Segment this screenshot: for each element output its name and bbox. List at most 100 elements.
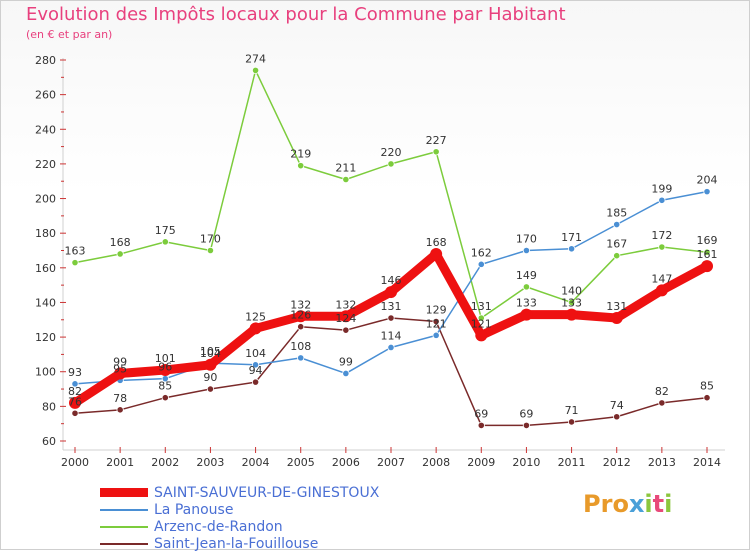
x-tick-label: 2012 — [603, 456, 631, 469]
data-point — [704, 395, 710, 401]
data-point — [566, 309, 578, 321]
data-point — [478, 422, 484, 428]
data-label: 219 — [290, 148, 311, 161]
data-point — [117, 251, 123, 257]
data-point — [523, 247, 529, 253]
y-tick-label: 120 — [35, 331, 56, 344]
data-label: 85 — [158, 380, 172, 393]
data-label: 71 — [565, 404, 579, 417]
data-label: 124 — [335, 312, 356, 325]
legend-swatch — [100, 488, 148, 497]
y-tick-label: 60 — [42, 435, 56, 448]
data-point — [475, 329, 487, 341]
data-point — [568, 419, 574, 425]
y-tick-label: 260 — [35, 89, 56, 102]
x-tick-label: 2007 — [377, 456, 405, 469]
data-label: 90 — [203, 371, 217, 384]
legend-item-arzenc-de-randon[interactable]: Arzenc-de-Randon — [100, 518, 379, 535]
data-point — [204, 359, 216, 371]
x-tick-label: 2014 — [693, 456, 721, 469]
data-point — [656, 284, 668, 296]
data-label: 105 — [200, 345, 221, 358]
data-label: 125 — [245, 310, 266, 323]
y-tick-label: 220 — [35, 158, 56, 171]
x-tick-label: 2011 — [558, 456, 586, 469]
data-point — [433, 332, 439, 338]
data-point — [117, 407, 123, 413]
legend-label: Arzenc-de-Randon — [154, 519, 283, 535]
data-label: 147 — [651, 272, 672, 285]
legend: SAINT-SAUVEUR-DE-GINESTOUX La Panouse Ar… — [100, 484, 379, 552]
data-point — [614, 414, 620, 420]
data-label: 94 — [249, 364, 263, 377]
data-label: 133 — [516, 297, 537, 310]
data-label: 76 — [68, 395, 82, 408]
data-point — [162, 395, 168, 401]
data-label: 211 — [335, 161, 356, 174]
data-label: 175 — [155, 224, 176, 237]
legend-swatch — [100, 526, 148, 528]
data-label: 69 — [474, 407, 488, 420]
data-point — [388, 344, 394, 350]
data-label: 170 — [516, 233, 537, 246]
data-label: 149 — [516, 269, 537, 282]
line-chart: 60801001201401601802002202402602802000 20… — [0, 0, 750, 550]
data-label: 133 — [561, 297, 582, 310]
data-label: 199 — [651, 182, 672, 195]
data-label: 131 — [381, 300, 402, 313]
legend-item-la-panouse[interactable]: La Panouse — [100, 501, 379, 518]
proxiti-logo[interactable]: Proxiti — [583, 490, 672, 518]
logo-letter: o — [612, 490, 629, 518]
data-label: 108 — [290, 340, 311, 353]
data-point — [659, 400, 665, 406]
legend-item-saint-sauveur[interactable]: SAINT-SAUVEUR-DE-GINESTOUX — [100, 484, 379, 501]
data-point — [611, 312, 623, 324]
logo-letter: i — [644, 490, 652, 518]
data-label: 132 — [335, 298, 356, 311]
y-tick-label: 160 — [35, 262, 56, 275]
logo-letter: P — [583, 490, 601, 518]
data-label: 82 — [655, 385, 669, 398]
data-label: 220 — [381, 146, 402, 159]
logo-letter: x — [629, 490, 644, 518]
data-point — [478, 261, 484, 267]
x-tick-label: 2002 — [151, 456, 179, 469]
data-label: 131 — [606, 300, 627, 313]
data-point — [520, 309, 532, 321]
data-point — [343, 176, 349, 182]
data-label: 146 — [381, 274, 402, 287]
data-point — [659, 197, 665, 203]
logo-letter: t — [653, 490, 664, 518]
data-point — [614, 221, 620, 227]
data-label: 163 — [65, 245, 86, 258]
data-label: 131 — [471, 300, 492, 313]
data-point — [614, 252, 620, 258]
data-point — [298, 162, 304, 168]
data-label: 172 — [651, 229, 672, 242]
logo-letter: i — [664, 490, 672, 518]
data-point — [252, 379, 258, 385]
data-label: 99 — [339, 355, 353, 368]
x-tick-label: 2013 — [648, 456, 676, 469]
data-point — [388, 315, 394, 321]
data-point — [430, 248, 442, 260]
data-label: 168 — [426, 236, 447, 249]
data-label: 78 — [113, 392, 127, 405]
data-label: 126 — [290, 309, 311, 322]
data-point — [659, 244, 665, 250]
data-point — [298, 324, 304, 330]
data-label: 95 — [113, 362, 127, 375]
data-label: 170 — [200, 233, 221, 246]
data-label: 227 — [426, 134, 447, 147]
y-tick-label: 280 — [35, 54, 56, 67]
data-label: 140 — [561, 284, 582, 297]
x-tick-label: 2006 — [332, 456, 360, 469]
data-point — [162, 239, 168, 245]
data-label: 185 — [606, 207, 627, 220]
data-point — [343, 370, 349, 376]
legend-label: La Panouse — [154, 502, 233, 518]
data-label: 121 — [471, 317, 492, 330]
data-point — [385, 286, 397, 298]
data-point — [704, 188, 710, 194]
legend-item-saint-jean-la-fouillouse[interactable]: Saint-Jean-la-Fouillouse — [100, 535, 379, 552]
